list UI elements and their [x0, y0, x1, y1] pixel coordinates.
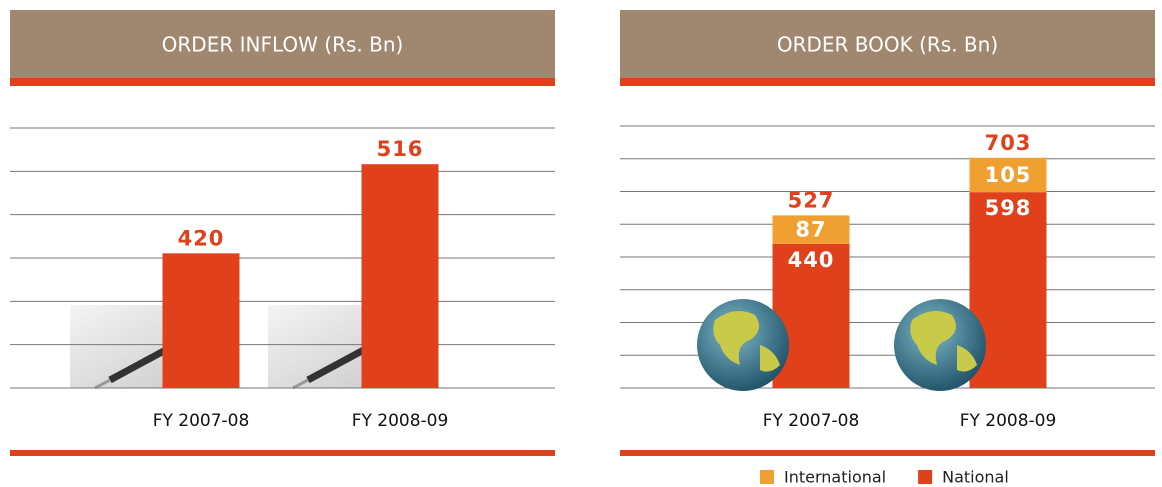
bar: [162, 253, 240, 388]
footer-strip: [620, 450, 1155, 456]
chart-title: ORDER INFLOW (Rs. Bn): [162, 33, 404, 57]
legend-label: National: [942, 468, 1009, 487]
globe-image: [894, 299, 986, 391]
header-strip: [10, 78, 555, 86]
bar-segment: [772, 215, 850, 244]
marks-layer: [162, 157, 1047, 388]
header-band: [620, 10, 1155, 80]
chart-title: ORDER BOOK (Rs. Bn): [777, 33, 998, 57]
x-tick-label: FY 2007-08: [763, 411, 860, 431]
x-tick-label: FY 2008-09: [352, 411, 449, 431]
total-label: 703: [985, 131, 1032, 155]
x-tick-label: FY 2007-08: [153, 411, 250, 431]
bar-segment: [969, 157, 1047, 193]
total-label: 527: [788, 188, 835, 212]
legend-label: International: [784, 468, 886, 487]
legend-swatch: [760, 470, 774, 484]
segment-label: 87: [795, 218, 826, 242]
value-label: 516: [377, 137, 424, 161]
header-strip: [620, 78, 1155, 86]
segment-label: 598: [985, 196, 1032, 220]
foreground-layer: [697, 299, 986, 391]
legend-swatch: [918, 470, 933, 484]
segment-label: 440: [788, 248, 835, 272]
globe-image: [697, 299, 789, 391]
labels-layer: ORDER INFLOW (Rs. Bn) FY 2007-08 FY 2008-0…: [153, 33, 1057, 487]
x-tick-label: FY 2008-09: [960, 411, 1057, 431]
segment-label: 105: [985, 163, 1032, 187]
bar-segment: [772, 243, 850, 388]
footer-strip: [10, 450, 555, 456]
header-band: [10, 10, 555, 80]
bar: [361, 164, 439, 388]
value-label: 420: [178, 226, 225, 250]
